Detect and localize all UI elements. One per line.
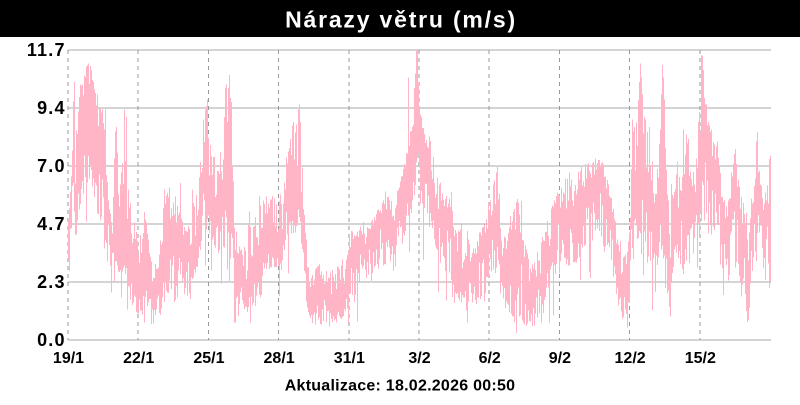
svg-text:4.7: 4.7	[37, 214, 66, 234]
svg-text:9/2: 9/2	[549, 350, 571, 367]
svg-text:12/2: 12/2	[615, 350, 646, 367]
svg-text:7.0: 7.0	[37, 156, 66, 176]
svg-text:11.7: 11.7	[27, 40, 66, 60]
svg-text:22/1: 22/1	[123, 350, 154, 367]
svg-text:6/2: 6/2	[479, 350, 501, 367]
svg-text:19/1: 19/1	[53, 350, 84, 367]
svg-text:31/1: 31/1	[334, 350, 365, 367]
svg-text:Aktualizace: 18.02.2026 00:50: Aktualizace: 18.02.2026 00:50	[285, 378, 516, 395]
svg-text:Nárazy větru (m/s): Nárazy větru (m/s)	[285, 7, 517, 33]
svg-text:0.0: 0.0	[37, 330, 66, 350]
svg-text:28/1: 28/1	[264, 350, 295, 367]
svg-text:25/1: 25/1	[193, 350, 224, 367]
svg-text:9.4: 9.4	[37, 98, 66, 118]
svg-text:3/2: 3/2	[408, 350, 430, 367]
svg-text:15/2: 15/2	[685, 350, 716, 367]
svg-text:2.3: 2.3	[37, 272, 66, 292]
